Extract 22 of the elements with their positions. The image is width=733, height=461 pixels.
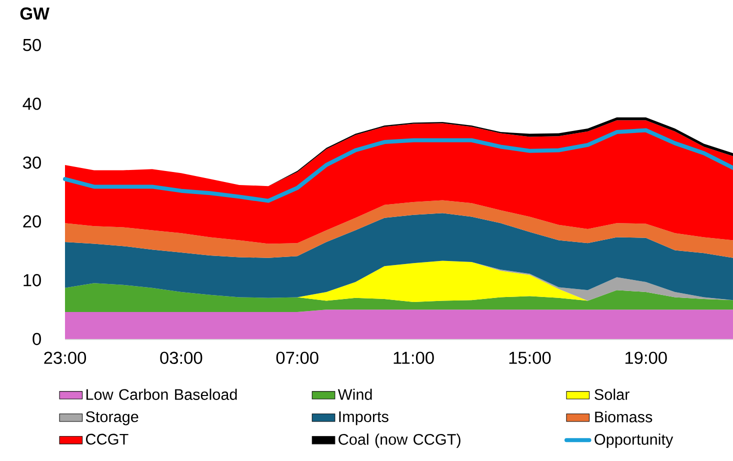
legend-label: Low Carbon Baseload — [86, 388, 237, 400]
legend-label: Storage — [86, 411, 138, 426]
x-tick-label: 19:00 — [625, 352, 667, 364]
legend-label: Solar — [594, 388, 630, 400]
legend-label: CCGT — [86, 434, 128, 445]
y-tick-label: 40 — [22, 98, 41, 110]
y-tick-label: 50 — [23, 38, 41, 52]
y-axis-title: GW — [20, 7, 50, 20]
y-tick-label: 30 — [23, 156, 41, 169]
x-tick-label: 15:00 — [509, 352, 551, 364]
legend-label: Wind — [338, 388, 372, 400]
x-tick-label: 11:00 — [394, 352, 434, 364]
y-tick-label: 20 — [23, 215, 41, 228]
x-tick-label: 03:00 — [160, 352, 202, 364]
legend-label: Biomass — [595, 411, 652, 422]
legend-label: Opportunity — [594, 434, 674, 448]
legend-label: Imports — [339, 411, 388, 426]
y-tick-label: 0 — [32, 332, 41, 346]
legend-label: Coal (now CCGT) — [338, 434, 460, 448]
x-tick-label: 23:00 — [44, 352, 86, 364]
x-tick-label: 07:00 — [276, 352, 318, 364]
y-tick-label: 10 — [24, 274, 41, 286]
